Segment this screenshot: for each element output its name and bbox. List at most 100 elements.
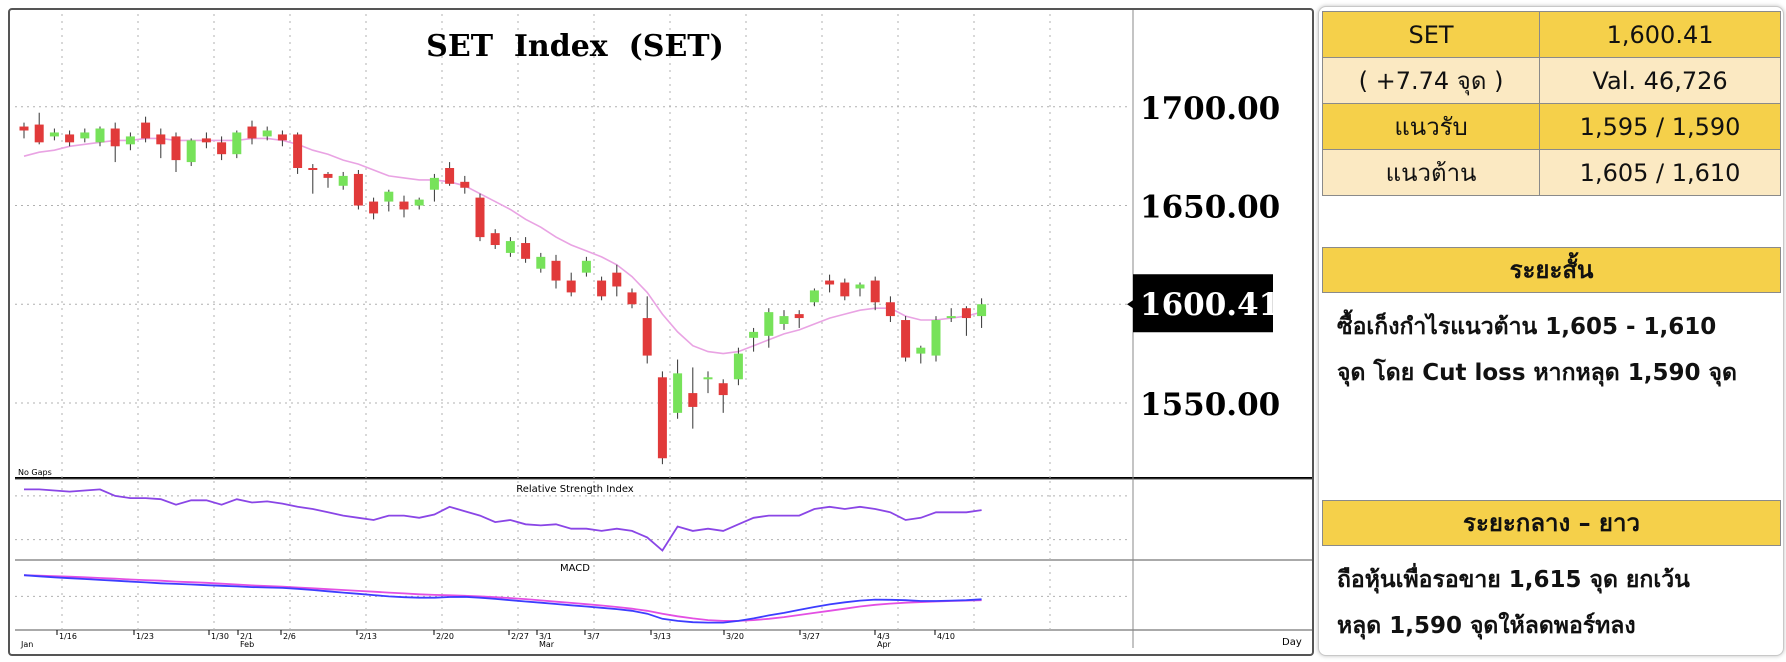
- candle-up: [733, 353, 743, 380]
- candle-up: [80, 132, 90, 139]
- table-row: SET 1,600.41: [1321, 11, 1781, 58]
- x-axis-unit-label: Day: [1282, 637, 1302, 648]
- rsi-title: Relative Strength Index: [516, 484, 634, 495]
- moving-average-line: [23, 137, 982, 355]
- support-label-cell: แนวรับ: [1321, 103, 1541, 150]
- support-value-cell: 1,595 / 1,590: [1539, 103, 1781, 150]
- x-month-label: Jan: [20, 640, 33, 649]
- candle-up: [384, 191, 394, 202]
- value-traded-cell: Val. 46,726: [1539, 57, 1781, 104]
- candle-down: [566, 280, 576, 293]
- candle-up: [764, 312, 774, 336]
- candle-up: [232, 132, 242, 155]
- candle-down: [794, 314, 804, 319]
- x-tick-label: 2/6: [283, 632, 296, 641]
- stock-chart-panel: 1700.00 1650.00 1550.00 SET Index (SET) No G…: [8, 8, 1314, 656]
- candle-down: [353, 173, 363, 206]
- candle-down: [597, 280, 607, 297]
- analysis-panel: SET 1,600.41 ( +7.74 จุด ) Val. 46,726 แ…: [1318, 6, 1784, 656]
- resistance-value-cell: 1,605 / 1,610: [1539, 149, 1781, 196]
- last-price-label: 1600.41: [1140, 287, 1280, 323]
- candle-up: [581, 260, 591, 273]
- candle-down: [901, 320, 911, 358]
- x-month-label: Feb: [240, 640, 254, 649]
- last-price-box: [1133, 274, 1273, 333]
- x-tick-label: 3/27: [802, 632, 820, 641]
- candle-down: [65, 134, 75, 143]
- candle-down: [475, 197, 485, 238]
- candle-up: [262, 130, 272, 137]
- candle-down: [156, 134, 166, 145]
- x-month-label: Mar: [539, 640, 555, 649]
- candle-down: [277, 134, 287, 141]
- candle-down: [247, 126, 257, 139]
- table-row: แนวรับ 1,595 / 1,590: [1321, 103, 1781, 150]
- candle-down: [34, 124, 44, 143]
- candle-up: [855, 284, 865, 289]
- candle-up: [414, 199, 424, 206]
- summary-table: SET 1,600.41 ( +7.74 จุด ) Val. 46,726 แ…: [1321, 11, 1781, 196]
- candle-down: [399, 201, 409, 210]
- change-cell: ( +7.74 จุด ): [1321, 57, 1541, 104]
- short-term-line-2: จุด โดย Cut loss หากหลุด 1,590 จุด: [1337, 360, 1737, 386]
- candle-down: [293, 134, 303, 169]
- x-tick-label: 2/13: [359, 632, 377, 641]
- y-tick-label: 1700.00: [1140, 91, 1280, 127]
- candle-up: [703, 377, 713, 380]
- candle-down: [217, 142, 227, 155]
- candle-up: [779, 316, 789, 324]
- candle-up: [505, 241, 515, 253]
- short-term-line-1: ซื้อเก็งกำไรแนวต้าน 1,605 - 1,610: [1337, 314, 1717, 340]
- x-tick-label: 2/1: [240, 632, 253, 641]
- candle-down: [445, 168, 455, 184]
- y-tick-label: 1550.00: [1140, 387, 1280, 423]
- x-tick-label: 4/10: [937, 632, 955, 641]
- x-tick-label: 2/27: [511, 632, 529, 641]
- candle-down: [718, 383, 728, 396]
- table-row: แนวต้าน 1,605 / 1,610: [1321, 149, 1781, 196]
- candle-down: [521, 243, 531, 259]
- candle-up: [536, 256, 546, 269]
- candle-down: [840, 282, 850, 297]
- index-value-cell: 1,600.41: [1539, 11, 1781, 58]
- x-tick-label: 3/20: [726, 632, 744, 641]
- candle-down: [612, 272, 622, 287]
- candle-down: [961, 308, 971, 319]
- candle-down: [369, 201, 379, 214]
- resistance-label-cell: แนวต้าน: [1321, 149, 1541, 196]
- x-tick-label: 1/23: [136, 632, 154, 641]
- table-row: ( +7.74 จุด ) Val. 46,726: [1321, 57, 1781, 104]
- x-tick-label: 4/3: [877, 632, 890, 641]
- chart-note: No Gaps: [18, 468, 52, 477]
- candle-up: [49, 132, 59, 137]
- candle-down: [460, 181, 470, 188]
- candle-down: [870, 280, 880, 303]
- candle-up: [916, 347, 926, 354]
- candle-down: [201, 138, 211, 143]
- candle-up: [946, 316, 956, 319]
- candle-up: [125, 136, 135, 145]
- index-name-cell: SET: [1321, 11, 1541, 58]
- macd-line: [23, 574, 982, 624]
- candle-down: [308, 168, 318, 171]
- candle-down: [171, 136, 181, 161]
- candlestick-chart: 1700.00 1650.00 1550.00 SET Index (SET) No G…: [15, 10, 1312, 649]
- candle-up: [749, 331, 759, 338]
- short-term-heading: ระยะสั้น: [1322, 247, 1781, 293]
- macd-signal-line: [23, 574, 982, 622]
- x-tick-label: 3/13: [653, 632, 671, 641]
- y-tick-label: 1650.00: [1140, 190, 1280, 226]
- candle-up: [977, 304, 987, 317]
- long-term-heading: ระยะกลาง – ยาว: [1322, 500, 1781, 546]
- candle-down: [627, 292, 637, 305]
- x-tick-label: 1/30: [211, 632, 229, 641]
- candle-down: [323, 173, 333, 178]
- candle-up: [931, 320, 941, 356]
- chart-title: SET Index (SET): [426, 29, 724, 64]
- x-tick-label: 3/7: [587, 632, 600, 641]
- long-term-line-2: หลุด 1,590 จุดให้ลดพอร์ทลง: [1337, 613, 1636, 639]
- macd-title: MACD: [560, 563, 590, 574]
- x-tick-label: 3/1: [539, 632, 552, 641]
- candle-down: [657, 377, 667, 459]
- candle-down: [110, 128, 120, 147]
